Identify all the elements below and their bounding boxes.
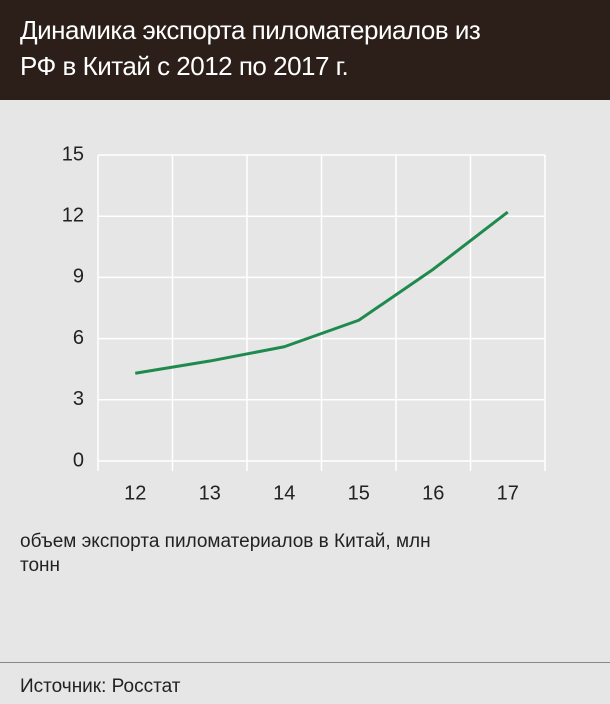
- legend-entry: объем экспорта пиломатериалов в Китай, м…: [20, 531, 431, 576]
- y-tick-label: 12: [62, 204, 84, 226]
- data-line: [135, 210, 509, 375]
- source: Источник: Росстат: [20, 676, 181, 697]
- header-band: [0, 0, 610, 100]
- y-tick-label: 9: [73, 266, 84, 288]
- x-tick-label: 13: [199, 482, 221, 504]
- x-tick-label: 17: [497, 482, 519, 504]
- x-tick-label: 14: [273, 482, 295, 504]
- y-tick-label: 0: [73, 449, 84, 471]
- x-tick-label: 12: [124, 482, 146, 504]
- separator: [0, 662, 610, 663]
- x-tick-label: 15: [348, 482, 370, 504]
- y-tick-label: 3: [73, 388, 84, 410]
- y-tick-label: 15: [62, 143, 84, 165]
- chart-title: Динамика экспорта пиломатериалов из РФ в…: [20, 15, 481, 81]
- chart: 0 3 6 9 12 15 12 13 14 15 16 17: [62, 143, 546, 504]
- y-tick-label: 6: [73, 327, 84, 349]
- x-tick-label: 16: [422, 482, 444, 504]
